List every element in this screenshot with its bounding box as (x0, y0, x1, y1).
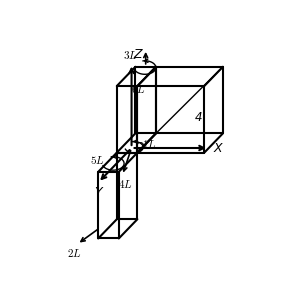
Text: X: X (213, 141, 222, 155)
Text: $4L$: $4L$ (118, 178, 132, 190)
Text: Z: Z (133, 48, 142, 61)
Text: O: O (136, 141, 144, 152)
Text: 4: 4 (195, 111, 202, 124)
Text: $1L$: $1L$ (142, 138, 157, 150)
Text: $3L$: $3L$ (123, 49, 137, 61)
Text: $2L$: $2L$ (67, 247, 82, 259)
Text: Y: Y (94, 186, 102, 200)
Text: $6L$: $6L$ (131, 83, 146, 95)
Text: $5L$: $5L$ (90, 155, 105, 166)
